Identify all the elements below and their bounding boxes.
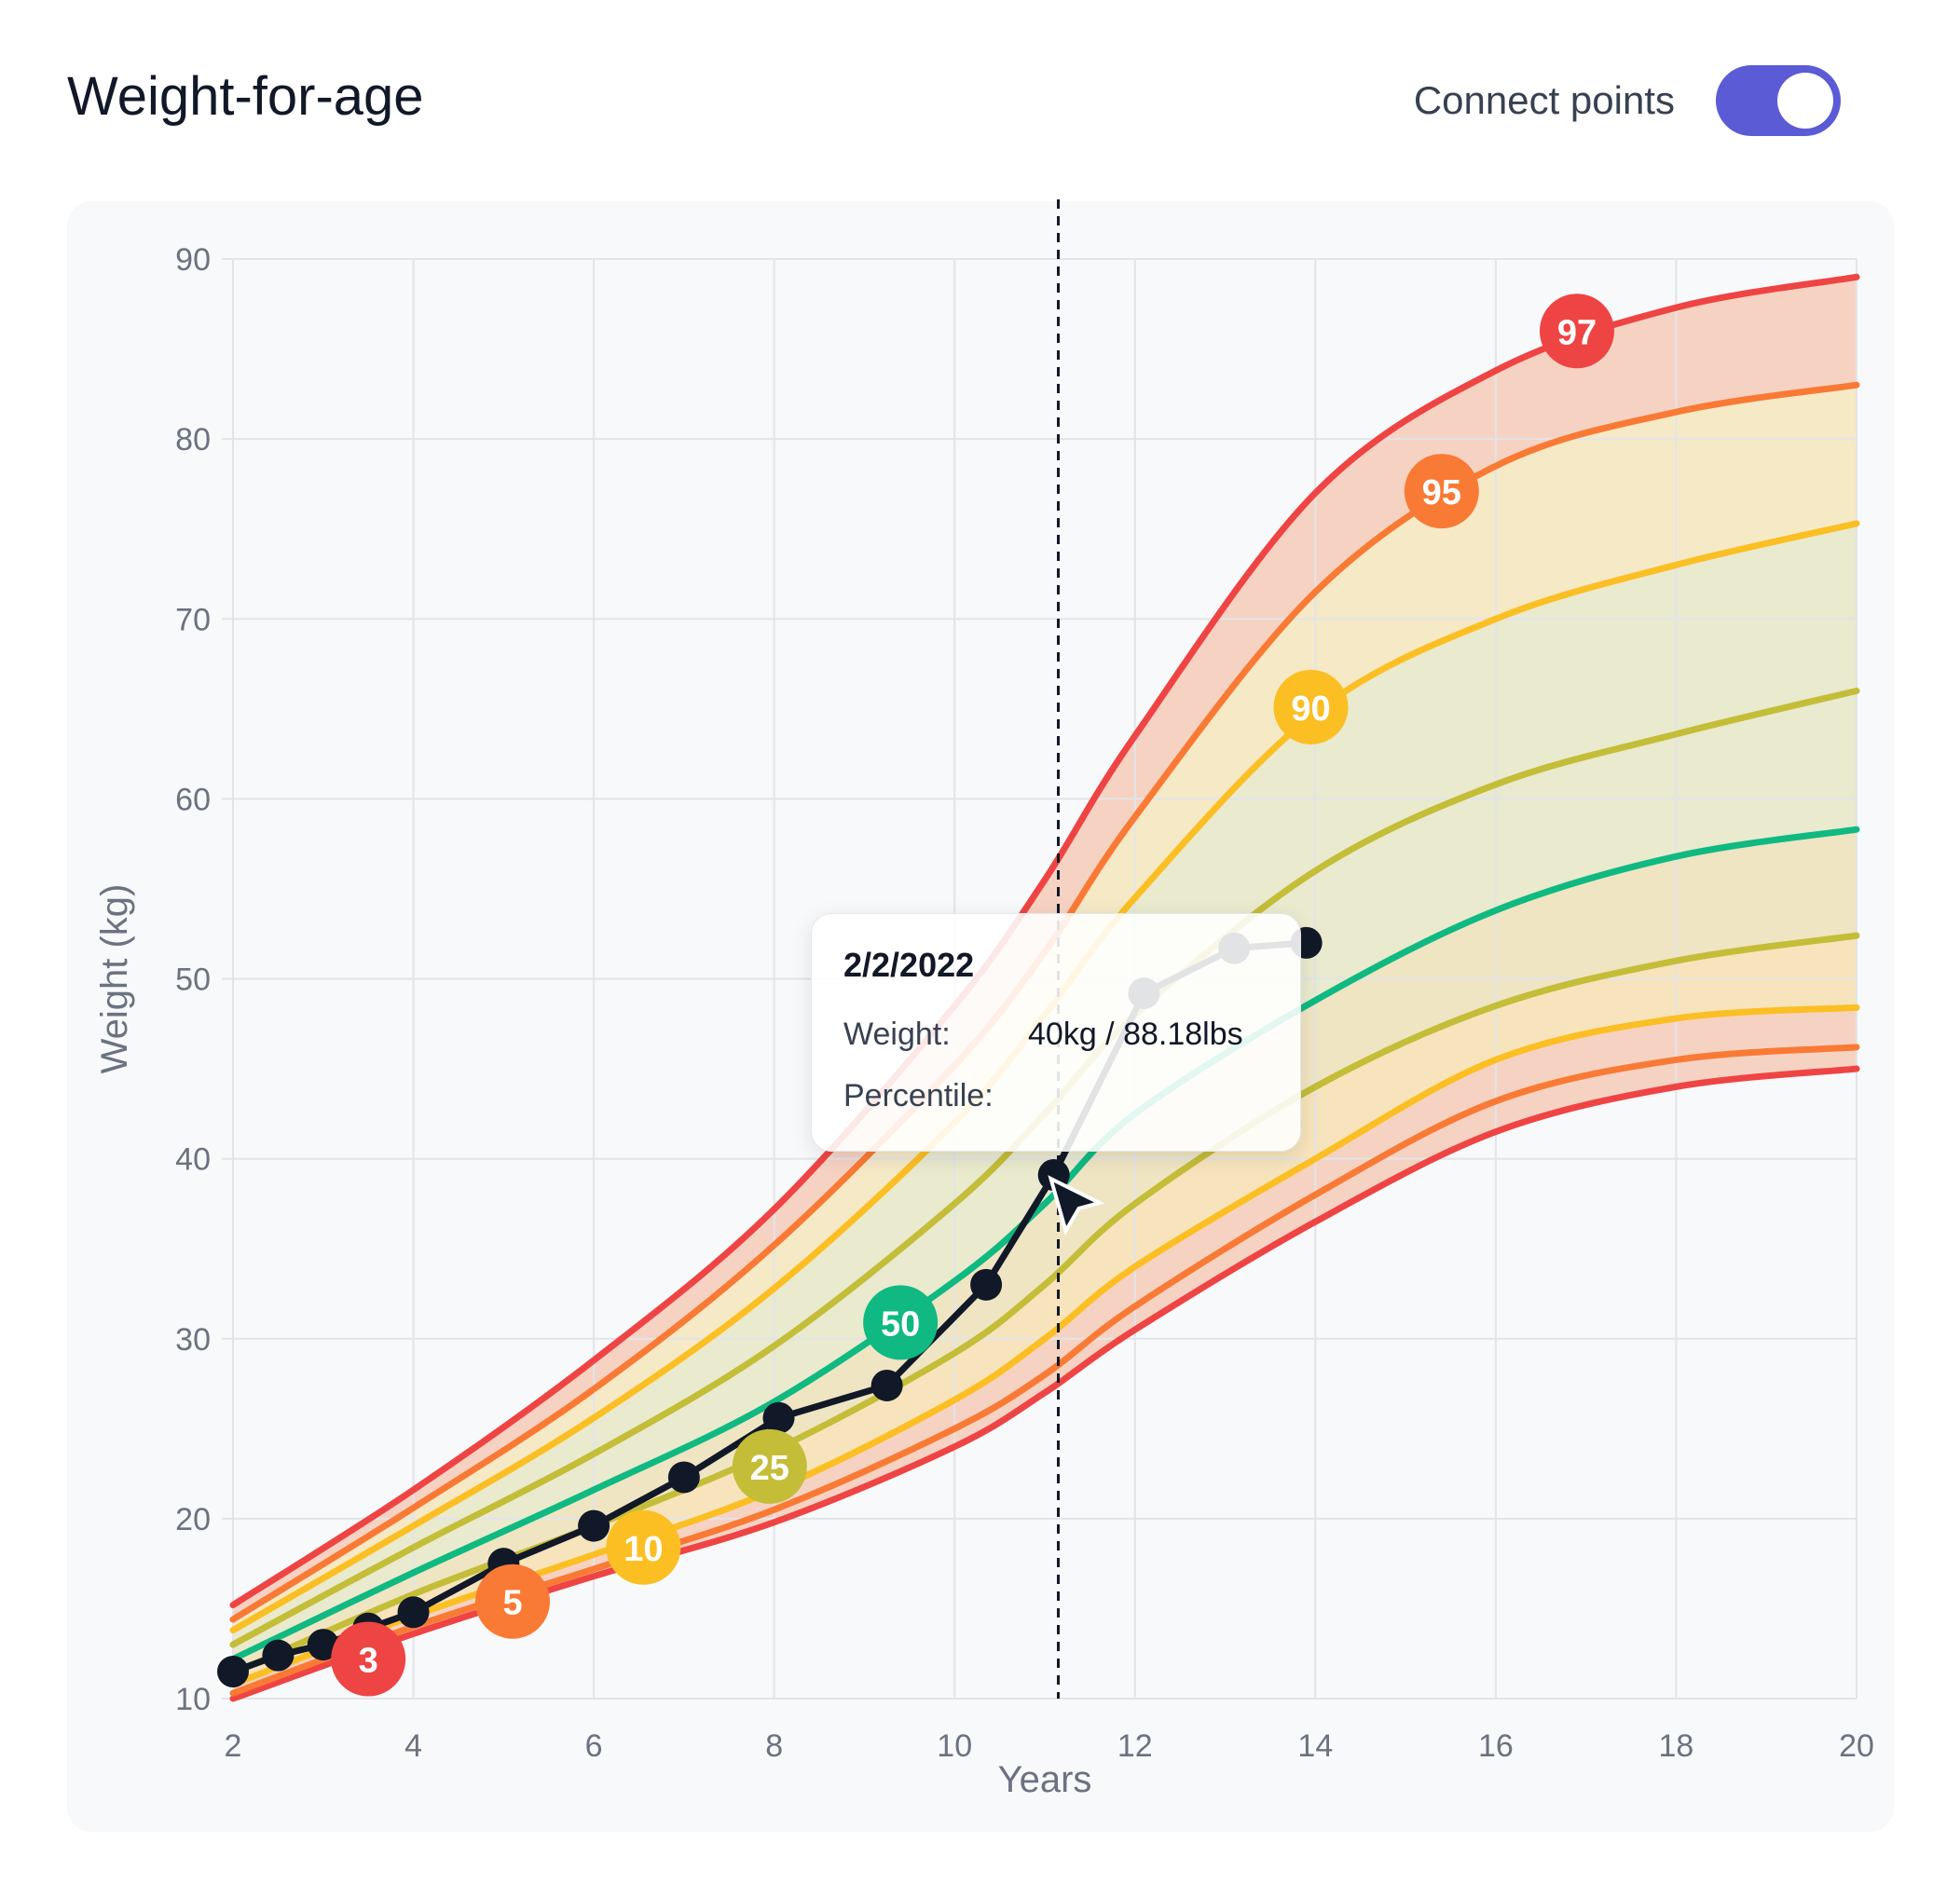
toggle-knob (1777, 73, 1833, 129)
mouse-pointer-icon (1048, 1175, 1105, 1236)
x-axis-label: Years (998, 1759, 1092, 1800)
percentile-badge-label: 95 (1422, 473, 1461, 512)
patient-point[interactable] (307, 1629, 339, 1661)
tooltip-percentile-label: Percentile: (843, 1078, 994, 1113)
percentile-badge-3 (331, 1621, 406, 1697)
connect-points-label: Connect points (1413, 78, 1675, 122)
percentile-badge-95 (1404, 454, 1479, 529)
y-tick-label: 90 (175, 242, 211, 278)
percentile-line-50 (229, 826, 1860, 1663)
percentile-band-5-10 (233, 1007, 1857, 1694)
y-tick-label: 70 (175, 602, 211, 637)
percentile-badge-25 (732, 1428, 807, 1504)
x-tick-label: 14 (1297, 1728, 1333, 1764)
patient-point[interactable] (870, 1369, 903, 1401)
percentile-badge-label: 10 (624, 1530, 663, 1569)
percentile-badge-50 (863, 1285, 939, 1360)
percentile-badges: 3 5 10 25 50 90 95 97 (331, 294, 1614, 1697)
percentile-badge-label: 3 (359, 1642, 378, 1681)
tooltip-date: 2/2/2022 (843, 946, 975, 984)
tooltip-weight-label: Weight: (843, 1017, 951, 1052)
x-tick-label: 20 (1839, 1728, 1874, 1764)
x-tick-label: 18 (1659, 1728, 1694, 1764)
y-tick-label: 40 (175, 1142, 211, 1178)
percentile-band-25-50 (233, 829, 1857, 1673)
percentile-badge-5 (475, 1563, 551, 1639)
y-tick-label: 60 (175, 782, 211, 817)
x-tick-label: 10 (937, 1728, 972, 1764)
patient-point[interactable] (217, 1656, 249, 1688)
x-tick-label: 8 (765, 1728, 783, 1764)
patient-point[interactable] (262, 1639, 295, 1672)
y-tick-label: 80 (175, 422, 211, 457)
percentile-badge-label: 25 (750, 1449, 789, 1488)
percentile-badge-97 (1539, 294, 1614, 369)
x-tick-label: 12 (1117, 1728, 1153, 1764)
measurement-tooltip: 2/2/2022 Weight: 40kg / 88.18lbs Percent… (811, 913, 1301, 1152)
y-tick-label: 20 (175, 1502, 211, 1537)
axes: 2 4 6 8 10 12 14 16 18 20 10 20 30 40 50 60 70 80 90 Years W… (94, 242, 1874, 1800)
x-tick-label: 2 (225, 1728, 242, 1764)
x-tick-label: 16 (1478, 1728, 1514, 1764)
patient-point[interactable] (578, 1509, 610, 1542)
connect-points-control[interactable]: Connect points (1414, 65, 1841, 136)
percentile-badge-label: 97 (1557, 313, 1597, 352)
y-tick-label: 50 (175, 963, 211, 998)
percentile-band-10-25 (233, 935, 1857, 1685)
y-tick-label: 10 (175, 1682, 211, 1717)
patient-point[interactable] (762, 1401, 795, 1434)
percentile-badge-90 (1273, 669, 1349, 744)
percentile-badge-10 (606, 1509, 681, 1585)
patient-point[interactable] (970, 1268, 1003, 1301)
percentile-badge-label: 50 (881, 1304, 920, 1344)
x-tick-label: 6 (585, 1728, 603, 1764)
y-axis-label: Weight (kg) (94, 884, 135, 1074)
percentile-line-97 (229, 273, 1860, 1609)
x-tick-label: 4 (404, 1728, 422, 1764)
percentile-badge-label: 5 (502, 1584, 522, 1623)
percentile-badge-label: 90 (1291, 690, 1330, 729)
connect-points-toggle[interactable] (1716, 65, 1841, 136)
patient-point[interactable] (397, 1596, 430, 1629)
chart-title: Weight-for-age (67, 66, 424, 127)
grid-lines (222, 258, 1857, 1700)
patient-point[interactable] (667, 1461, 700, 1494)
tooltip-weight-value: 40kg / 88.18lbs (1028, 1017, 1243, 1052)
y-tick-label: 30 (175, 1322, 211, 1358)
